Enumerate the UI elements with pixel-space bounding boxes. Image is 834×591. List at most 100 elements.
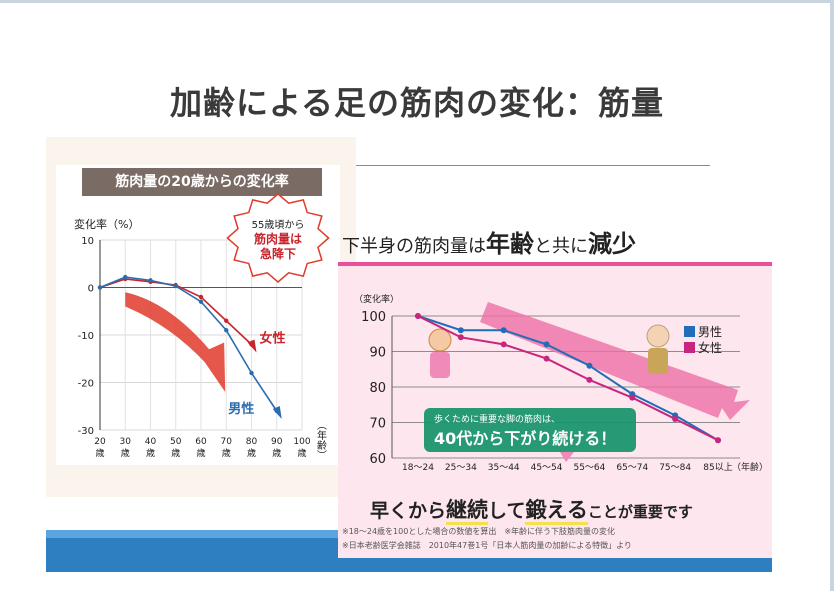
left-x-tick-unit: 歳 bbox=[121, 447, 130, 459]
left-male-point bbox=[148, 278, 153, 283]
left-callout-burst bbox=[226, 193, 330, 283]
left-decline-arrow bbox=[125, 292, 226, 392]
left-x-tick-label: 80 bbox=[246, 437, 258, 447]
right-chart: （変化率） 100 90 80 70 60 18～24 25～34 35～44 45～54 55～6… bbox=[338, 280, 772, 480]
left-callout-line-1: 55歳頃から bbox=[252, 219, 305, 231]
left-x-axis-label: （年齢） bbox=[315, 420, 327, 460]
left-female-point bbox=[224, 318, 229, 323]
title-divider bbox=[356, 165, 710, 166]
right-x-tick-label: 18～24 bbox=[402, 463, 434, 473]
slide-frame-right bbox=[830, 0, 834, 591]
left-y-tick-label: 0 bbox=[88, 284, 94, 295]
right-series-female-line bbox=[417, 315, 719, 442]
left-series-male-line bbox=[99, 276, 278, 412]
key-message-part-4: 鍛える bbox=[525, 498, 588, 525]
left-x-tick-label: 90 bbox=[271, 437, 283, 447]
left-male-point bbox=[249, 370, 254, 376]
right-y-tick-label: 70 bbox=[369, 417, 386, 432]
left-male-point bbox=[123, 274, 128, 280]
right-bubble-line-1: 歩くために重要な脚の筋肉は、 bbox=[434, 413, 560, 425]
right-legend-label-female: 女性 bbox=[698, 340, 722, 355]
right-female-point bbox=[586, 376, 593, 383]
right-bubble bbox=[424, 408, 636, 452]
right-bubble-pointer bbox=[560, 452, 574, 462]
source-note-2: ※日本老齢医学会雑誌 2010年47巻1号「日本人筋肉量の加齢による特徴」より bbox=[342, 541, 632, 550]
left-female-point bbox=[198, 294, 204, 300]
right-series-male-line bbox=[417, 315, 719, 442]
right-y-tick-label: 80 bbox=[369, 381, 386, 396]
left-male-point bbox=[173, 283, 178, 289]
left-chart-title: 筋肉量の20歳からの変化率 bbox=[82, 168, 322, 196]
right-x-tick-label: 75～84 bbox=[659, 463, 691, 473]
right-legend-swatch-male bbox=[684, 326, 695, 337]
key-message-part-2: 継続 bbox=[446, 498, 489, 525]
left-x-tick-label: 30 bbox=[120, 437, 132, 447]
left-male-point bbox=[224, 328, 229, 333]
left-callout-line-3: 急降下 bbox=[260, 246, 296, 261]
right-male-point bbox=[543, 341, 550, 348]
right-x-tick-label: 25～34 bbox=[445, 463, 477, 473]
left-y-tick-label: -30 bbox=[78, 426, 94, 437]
right-female-point bbox=[715, 437, 721, 444]
right-male-point bbox=[586, 362, 593, 369]
left-y-tick-label: -20 bbox=[78, 379, 94, 390]
right-y-axis-label: （変化率） bbox=[354, 293, 399, 305]
left-x-tick-unit: 歳 bbox=[222, 447, 231, 459]
left-x-tick-label: 20 bbox=[94, 437, 106, 447]
left-series-label-female: 女性 bbox=[260, 331, 286, 347]
right-male-point bbox=[457, 327, 464, 334]
right-x-tick-label: 45～54 bbox=[531, 463, 563, 473]
left-x-tick-unit: 歳 bbox=[297, 447, 306, 459]
key-message-part-1: 早くから bbox=[370, 500, 447, 522]
left-x-tick-unit: 歳 bbox=[196, 447, 205, 459]
young-person-head bbox=[428, 328, 452, 352]
right-chart-title: 下半身の筋肉量は年齢と共に減少 bbox=[342, 228, 636, 260]
right-y-tick-label: 90 bbox=[369, 346, 386, 361]
left-female-arrowhead bbox=[247, 339, 257, 353]
right-male-point bbox=[500, 327, 507, 334]
left-x-tick-label: 40 bbox=[145, 437, 157, 447]
young-person-body bbox=[430, 352, 450, 378]
right-female-point bbox=[629, 394, 636, 401]
right-female-point bbox=[543, 355, 550, 362]
right-x-tick-label: 85以上 bbox=[703, 462, 732, 473]
key-message-part-5: ことが重要です bbox=[587, 503, 693, 521]
left-y-tick-label: 10 bbox=[81, 236, 94, 247]
right-x-tick-label: 35～44 bbox=[488, 463, 520, 473]
right-title-part-4: 減少 bbox=[588, 230, 636, 258]
left-x-tick-label: 60 bbox=[195, 437, 207, 447]
slide-title: 加齢による足の筋肉の変化：筋量 bbox=[169, 84, 665, 122]
left-male-point bbox=[198, 299, 204, 304]
right-x-axis-label: （年齢） bbox=[732, 461, 768, 473]
right-female-point bbox=[500, 341, 507, 348]
left-callout-line-2: 筋肉量は bbox=[253, 231, 302, 246]
right-female-point bbox=[415, 313, 421, 319]
left-y-tick-label: -10 bbox=[78, 331, 94, 342]
slide-frame-top bbox=[0, 0, 834, 3]
left-x-tick-unit: 歳 bbox=[247, 447, 256, 459]
right-title-part-3: と共に bbox=[534, 236, 588, 257]
left-series-label-male: 男性 bbox=[228, 401, 254, 417]
right-title-part-2: 年齢 bbox=[486, 230, 534, 258]
elderly-person-body bbox=[648, 348, 668, 374]
elderly-person-head bbox=[646, 324, 670, 348]
key-message: 早くから継続して鍛えることが重要です bbox=[370, 494, 693, 525]
right-decline-arrow bbox=[480, 302, 750, 420]
right-legend-swatch-female bbox=[684, 342, 695, 353]
right-x-tick-label: 65～74 bbox=[616, 463, 648, 473]
left-chart: 変化率（%）100-10-20-3020歳30歳40歳50歳60歳70歳80歳9… bbox=[74, 193, 330, 460]
left-y-axis-label: 変化率（%） bbox=[74, 217, 139, 231]
left-male-point bbox=[97, 285, 103, 290]
right-legend-label-male: 男性 bbox=[698, 325, 722, 339]
left-male-arrowhead bbox=[272, 406, 282, 419]
left-x-tick-label: 70 bbox=[221, 437, 233, 447]
left-x-tick-unit: 歳 bbox=[95, 447, 104, 459]
right-chart-accent-line bbox=[338, 262, 772, 266]
right-female-point bbox=[457, 334, 464, 341]
left-x-tick-unit: 歳 bbox=[272, 447, 281, 459]
left-x-tick-unit: 歳 bbox=[146, 447, 155, 459]
left-x-tick-label: 100 bbox=[293, 437, 310, 447]
left-x-tick-label: 50 bbox=[170, 437, 182, 447]
right-x-tick-label: 55～64 bbox=[573, 463, 605, 473]
key-message-part-3: して bbox=[488, 500, 526, 522]
